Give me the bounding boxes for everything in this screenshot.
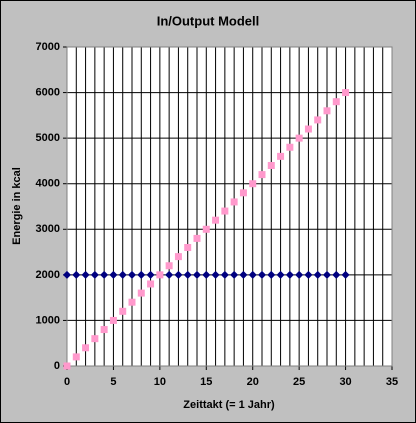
- marker: [202, 270, 211, 279]
- marker: [72, 353, 80, 361]
- marker: [239, 189, 247, 197]
- marker: [165, 270, 174, 279]
- marker: [248, 270, 257, 279]
- marker: [146, 270, 155, 279]
- x-tick-label: 35: [386, 376, 398, 388]
- marker: [211, 270, 220, 279]
- marker: [72, 270, 81, 279]
- marker: [258, 171, 266, 179]
- marker: [267, 161, 275, 169]
- marker: [313, 270, 322, 279]
- y-tick-label: 0: [54, 360, 60, 372]
- y-tick-label: 3000: [36, 223, 60, 235]
- chart-title: In/Output Modell: [157, 13, 260, 28]
- x-tick-label: 25: [293, 376, 305, 388]
- y-tick-label: 4000: [36, 178, 60, 190]
- marker: [295, 134, 303, 142]
- marker: [193, 270, 201, 279]
- marker: [202, 225, 210, 233]
- marker: [221, 207, 229, 215]
- marker: [258, 270, 266, 279]
- marker: [174, 253, 182, 261]
- marker: [90, 270, 99, 279]
- y-tick-label: 1000: [36, 314, 60, 326]
- marker: [63, 362, 71, 370]
- marker: [137, 289, 145, 297]
- x-tick-label: 20: [247, 376, 259, 388]
- x-tick-label: 15: [200, 376, 212, 388]
- y-tick-label: 5000: [36, 132, 60, 144]
- marker: [63, 270, 71, 279]
- marker: [220, 270, 229, 279]
- marker: [332, 98, 340, 106]
- marker: [304, 125, 312, 133]
- x-tick-label: 5: [110, 376, 116, 388]
- marker: [91, 335, 99, 343]
- x-tick-label: 0: [64, 376, 70, 388]
- marker: [119, 307, 127, 315]
- x-axis-label: Zeittakt (= 1 Jahr): [183, 399, 275, 411]
- marker: [100, 270, 109, 279]
- marker: [165, 262, 173, 270]
- marker: [249, 180, 257, 188]
- marker: [323, 107, 331, 115]
- marker: [332, 270, 341, 279]
- x-tick-label: 10: [154, 376, 166, 388]
- marker: [286, 143, 294, 151]
- marker: [212, 216, 220, 224]
- marker: [118, 270, 127, 279]
- marker: [174, 270, 183, 279]
- y-tick-label: 6000: [36, 86, 60, 98]
- marker: [81, 270, 90, 279]
- marker: [183, 270, 192, 279]
- marker: [341, 270, 350, 279]
- marker: [193, 234, 201, 242]
- marker: [82, 344, 90, 352]
- y-tick-label: 7000: [36, 41, 60, 53]
- marker: [304, 270, 313, 279]
- marker: [277, 152, 285, 160]
- marker: [137, 270, 146, 279]
- marker: [128, 270, 136, 279]
- marker: [109, 316, 117, 324]
- marker: [156, 271, 164, 279]
- marker: [323, 270, 331, 279]
- marker: [342, 89, 350, 97]
- x-tick-label: 30: [339, 376, 351, 388]
- marker: [147, 280, 155, 288]
- marker: [128, 298, 136, 306]
- marker: [184, 244, 192, 252]
- marker: [276, 270, 285, 279]
- marker: [285, 270, 294, 279]
- y-axis-label: Energie in kcal: [11, 167, 23, 245]
- marker: [295, 270, 304, 279]
- marker: [230, 198, 238, 206]
- marker: [100, 326, 108, 334]
- marker: [314, 116, 322, 124]
- y-tick-label: 2000: [36, 269, 60, 281]
- marker: [109, 270, 118, 279]
- marker: [230, 270, 239, 279]
- marker: [239, 270, 248, 279]
- plot-border: [66, 46, 393, 367]
- marker: [267, 270, 276, 279]
